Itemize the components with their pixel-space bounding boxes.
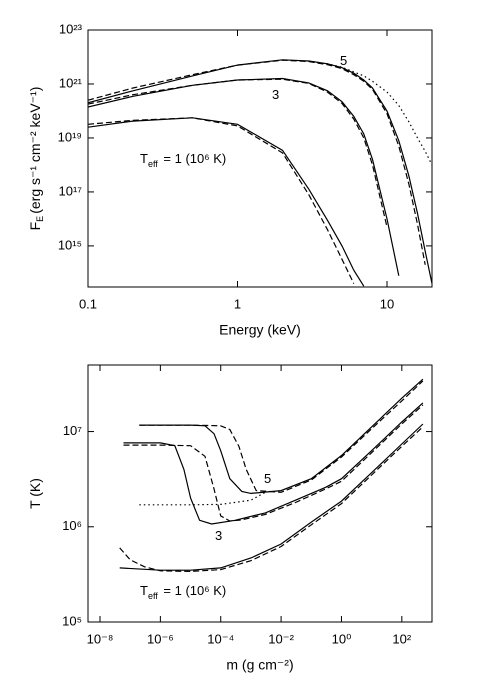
annotation-part: T — [140, 583, 148, 598]
y-tick-label: 10⁷ — [63, 423, 82, 438]
annotation-part: eff — [148, 159, 158, 169]
model-curve — [139, 378, 424, 495]
y-tick-label: 10¹⁷ — [59, 183, 83, 198]
annotation: 3 — [215, 528, 222, 543]
plot-area — [119, 378, 424, 573]
y-tick-label: 10⁵ — [62, 613, 82, 628]
y-tick-label: 10¹⁵ — [58, 237, 82, 252]
y-tick-label: 10¹⁹ — [58, 129, 82, 144]
x-tick-label: 10⁻⁴ — [207, 631, 234, 646]
y-axis-title-part: E — [35, 216, 45, 222]
y-axis-title-part: T (K) — [27, 478, 43, 509]
x-tick-label: 10⁻⁸ — [87, 631, 114, 646]
y-tick-label: 10²³ — [59, 21, 83, 36]
model-curve — [139, 491, 266, 506]
annotation-part: 5 — [264, 471, 271, 486]
model-curve — [119, 423, 424, 571]
model-curve — [88, 59, 426, 265]
model-curve — [139, 380, 424, 493]
x-axis-title: Energy (keV) — [219, 322, 301, 338]
annotation-part: T — [140, 151, 148, 166]
plot-frame — [87, 364, 433, 623]
y-axis-title-part: (erg s⁻¹ cm⁻² keV⁻¹) — [27, 87, 43, 214]
annotation: Teff = 1 (10⁶ K) — [140, 583, 226, 601]
annotation-part: = 1 (10⁶ K) — [160, 151, 226, 166]
model-curve — [88, 117, 365, 287]
x-axis-title: m (g cm⁻²) — [226, 657, 293, 673]
x-tick-label: 0.1 — [79, 296, 97, 311]
y-axis-title: FE (erg s⁻¹ cm⁻² keV⁻¹) — [27, 87, 46, 231]
annotation-part: eff — [148, 591, 158, 601]
x-tick-label: 10⁻² — [268, 631, 294, 646]
x-tick-label: 1 — [234, 296, 241, 311]
annotation-part: 3 — [215, 528, 222, 543]
y-tick-label: 10²¹ — [59, 75, 83, 90]
annotation: 3 — [272, 87, 279, 102]
y-axis-title: T (K) — [27, 478, 43, 509]
plot-area — [88, 59, 432, 287]
model-curve — [88, 77, 400, 276]
y-tick-label: 10⁶ — [62, 518, 82, 533]
x-tick-label: 10 — [380, 296, 394, 311]
annotation: 5 — [340, 53, 347, 68]
x-tick-label: 10⁰ — [332, 631, 352, 646]
annotation-part: = 1 (10⁶ K) — [160, 583, 226, 598]
plot-frame — [87, 29, 433, 288]
model-curve — [88, 59, 432, 284]
x-tick-label: 10⁻⁶ — [147, 631, 174, 646]
annotation-part: 3 — [272, 87, 279, 102]
x-tick-label: 10² — [392, 631, 411, 646]
model-curve — [88, 117, 355, 284]
annotation: 5 — [264, 471, 271, 486]
model-curve — [123, 404, 424, 522]
model-curve — [308, 60, 432, 166]
annotation-part: 5 — [340, 53, 347, 68]
y-axis-title-part: F — [27, 222, 43, 231]
model-curve — [88, 78, 388, 228]
model-curve — [119, 426, 424, 573]
annotation: Teff = 1 (10⁶ K) — [140, 151, 226, 169]
